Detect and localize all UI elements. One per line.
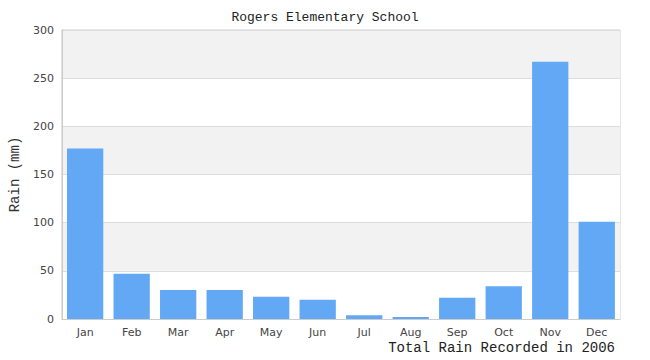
svg-text:Mar: Mar: [168, 326, 189, 339]
svg-text:0: 0: [47, 313, 54, 326]
svg-text:Apr: Apr: [215, 326, 235, 339]
svg-text:Nov: Nov: [540, 326, 562, 339]
svg-text:Jul: Jul: [357, 326, 371, 339]
svg-text:Total Rain Recorded in 2006: Total Rain Recorded in 2006: [388, 340, 615, 356]
svg-text:50: 50: [40, 264, 54, 277]
svg-text:Aug: Aug: [400, 326, 421, 339]
svg-text:Jun: Jun: [308, 326, 326, 339]
svg-text:Feb: Feb: [122, 326, 141, 339]
svg-text:150: 150: [33, 168, 54, 181]
svg-text:Jan: Jan: [76, 326, 94, 339]
svg-text:200: 200: [33, 120, 54, 133]
svg-text:100: 100: [33, 216, 54, 229]
svg-text:250: 250: [33, 72, 54, 85]
svg-text:Dec: Dec: [586, 326, 607, 339]
svg-text:Sep: Sep: [447, 326, 468, 339]
svg-text:Oct: Oct: [494, 326, 514, 339]
svg-text:Rogers Elementary School: Rogers Elementary School: [231, 10, 418, 25]
svg-text:300: 300: [33, 24, 54, 37]
svg-text:May: May: [260, 326, 283, 339]
svg-text:Rain (mm): Rain (mm): [7, 137, 23, 213]
